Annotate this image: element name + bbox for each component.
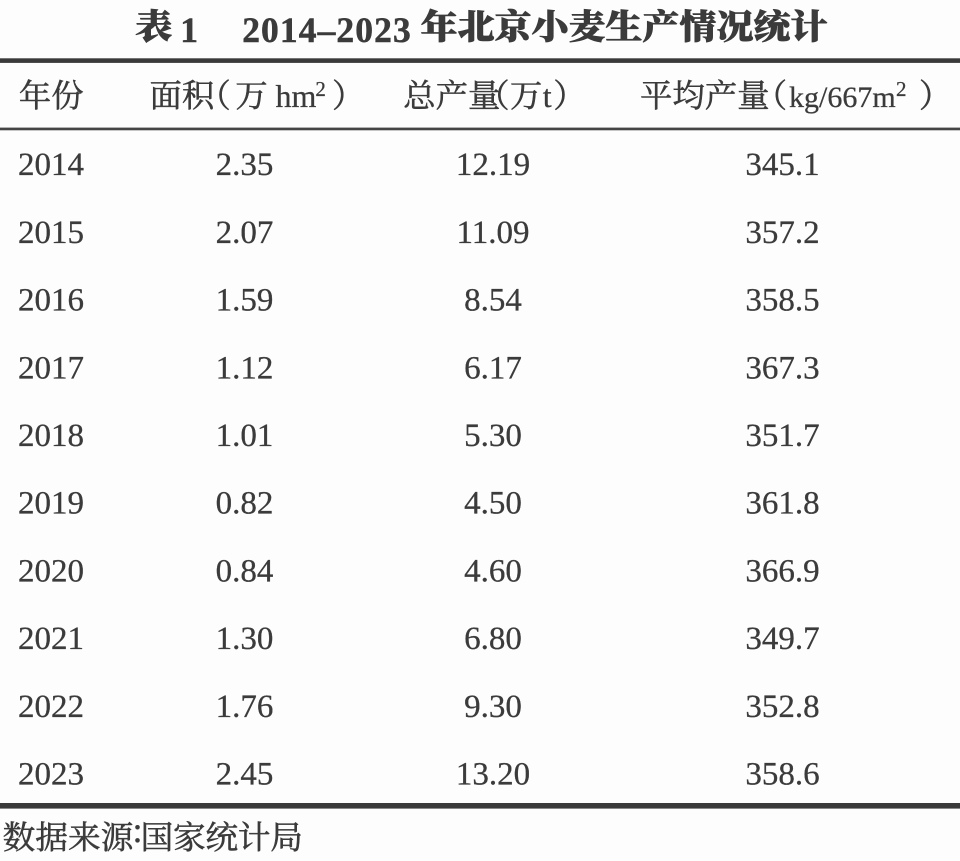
- svg-text:kg/667m: kg/667m: [789, 81, 896, 114]
- svg-text:2018: 2018: [18, 418, 84, 454]
- svg-text:2.07: 2.07: [216, 215, 274, 251]
- svg-text:352.8: 352.8: [745, 689, 819, 725]
- svg-text:4.60: 4.60: [464, 553, 522, 589]
- svg-text:366.9: 366.9: [745, 553, 819, 589]
- svg-text:1.76: 1.76: [216, 689, 274, 725]
- svg-text:2021: 2021: [18, 621, 84, 657]
- svg-text:2014–2023: 2014–2023: [242, 10, 411, 50]
- svg-text:358.5: 358.5: [745, 283, 819, 319]
- svg-text:4.50: 4.50: [464, 486, 522, 522]
- svg-text:9.30: 9.30: [464, 689, 522, 725]
- svg-text:1.12: 1.12: [216, 350, 274, 386]
- svg-text:6.17: 6.17: [464, 350, 522, 386]
- svg-text:345.1: 345.1: [745, 147, 819, 183]
- svg-text:8.54: 8.54: [464, 283, 522, 319]
- svg-text:358.6: 358.6: [745, 757, 819, 793]
- svg-text:2014: 2014: [18, 147, 84, 183]
- svg-text:5.30: 5.30: [464, 418, 522, 454]
- svg-text:2016: 2016: [18, 283, 84, 319]
- svg-text:2: 2: [315, 77, 326, 101]
- svg-text:0.82: 0.82: [216, 486, 274, 522]
- svg-text:361.8: 361.8: [745, 486, 819, 522]
- svg-text:351.7: 351.7: [745, 418, 819, 454]
- svg-text:13.20: 13.20: [456, 757, 530, 793]
- svg-text:6.80: 6.80: [464, 621, 522, 657]
- svg-text:1: 1: [180, 10, 198, 50]
- svg-text:2015: 2015: [18, 215, 84, 251]
- svg-text:t: t: [543, 78, 552, 114]
- svg-text:2017: 2017: [18, 350, 84, 386]
- svg-text:367.3: 367.3: [745, 350, 819, 386]
- svg-text:2023: 2023: [18, 757, 84, 793]
- svg-text:hm: hm: [276, 78, 317, 114]
- svg-text:2019: 2019: [18, 486, 84, 522]
- svg-text:12.19: 12.19: [456, 147, 530, 183]
- svg-text:1.30: 1.30: [216, 621, 274, 657]
- svg-text:2: 2: [896, 77, 907, 101]
- svg-text:2020: 2020: [18, 553, 84, 589]
- svg-text:2022: 2022: [18, 689, 84, 725]
- svg-text:1.01: 1.01: [216, 418, 274, 454]
- svg-text:349.7: 349.7: [745, 621, 819, 657]
- svg-text:0.84: 0.84: [216, 553, 274, 589]
- svg-text:11.09: 11.09: [456, 215, 529, 251]
- svg-text:2.45: 2.45: [216, 757, 274, 793]
- svg-text:2.35: 2.35: [216, 147, 274, 183]
- svg-text:1.59: 1.59: [216, 283, 274, 319]
- svg-text:357.2: 357.2: [745, 215, 819, 251]
